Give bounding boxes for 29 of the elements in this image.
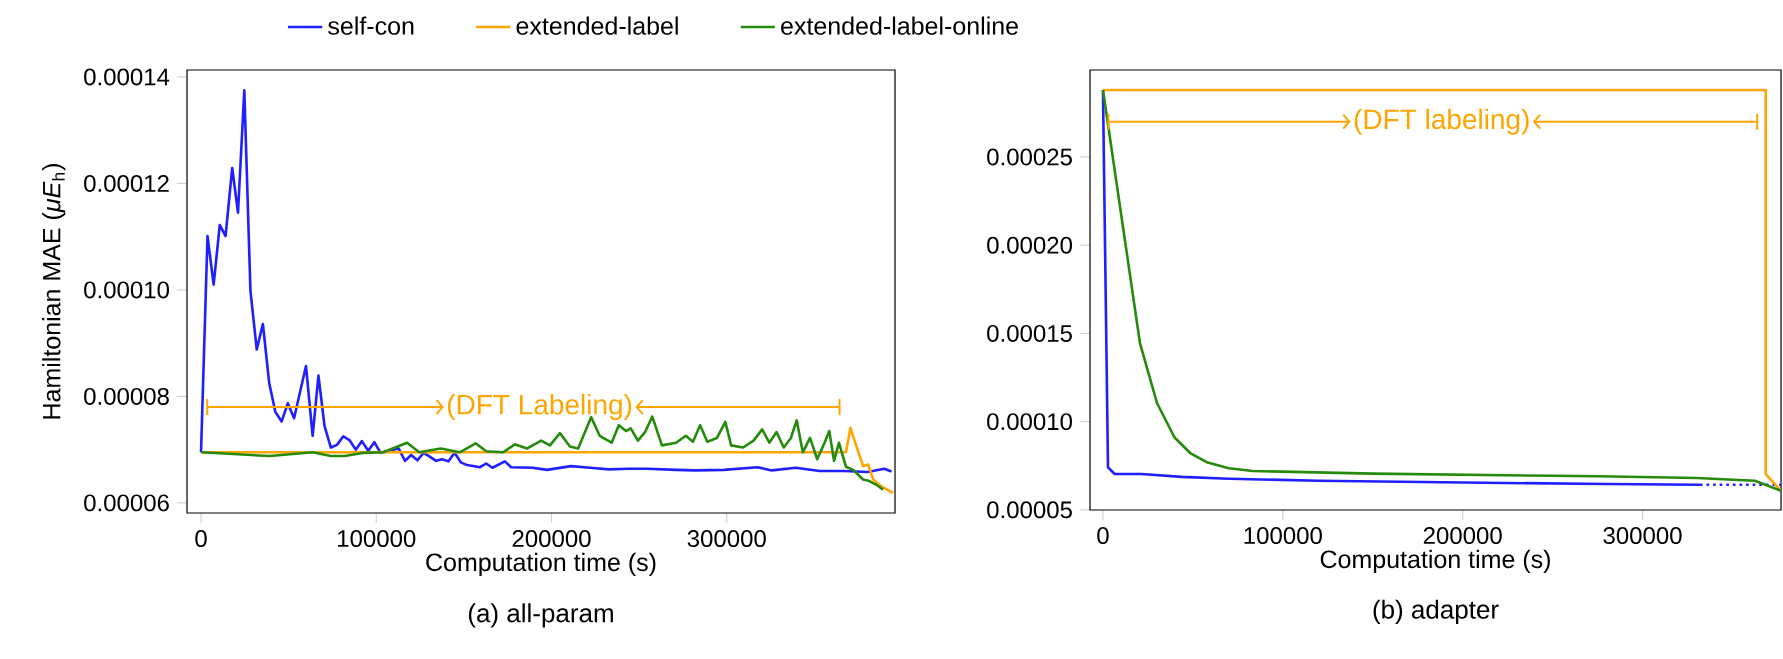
y-tick-label: 0.00008 — [84, 387, 169, 405]
x-tick-label: 100000 — [338, 530, 416, 548]
annotation: (DFT labeling) — [1354, 108, 1529, 135]
line-series — [199, 88, 893, 474]
legend-label: extended-label-online — [781, 16, 1018, 35]
x-axis-title: Computation time (s) — [426, 552, 656, 577]
y-tick-label: 0.00020 — [987, 236, 1072, 254]
y-tick-label: 0.00010 — [987, 413, 1072, 431]
x-tick-label: 300000 — [687, 530, 766, 548]
y-tick-label: 0.00014 — [84, 68, 170, 86]
text: (b) adapter — [1373, 599, 1499, 624]
x-tick-label: 100000 — [1244, 527, 1322, 545]
x-tick-label: 200000 — [512, 530, 591, 548]
y-tick-label: 0.00025 — [987, 148, 1072, 166]
x-tick-label: 0 — [1097, 527, 1109, 545]
x-tick-label: 300000 — [1603, 527, 1682, 545]
annotation: (DFT Labeling) — [447, 394, 632, 421]
y-tick-label: 0.00006 — [84, 494, 169, 512]
y-tick-label: 0.00015 — [987, 324, 1072, 342]
y-tick-label: 0.00005 — [987, 501, 1072, 519]
legend-label: self-con — [328, 16, 414, 35]
legend-label: extended-label — [516, 16, 678, 35]
text: (a) all-param — [468, 603, 613, 628]
y-tick-label: 0.00010 — [84, 281, 169, 299]
x-tick-label: 200000 — [1423, 527, 1502, 545]
x-tick-label: 0 — [195, 530, 207, 548]
y-axis-title: Hamiltonian MAE (μE$_{h}$) — [42, 164, 66, 419]
x-axis-title: Computation time (s) — [1320, 549, 1550, 574]
y-tick-label: 0.00012 — [84, 174, 169, 192]
